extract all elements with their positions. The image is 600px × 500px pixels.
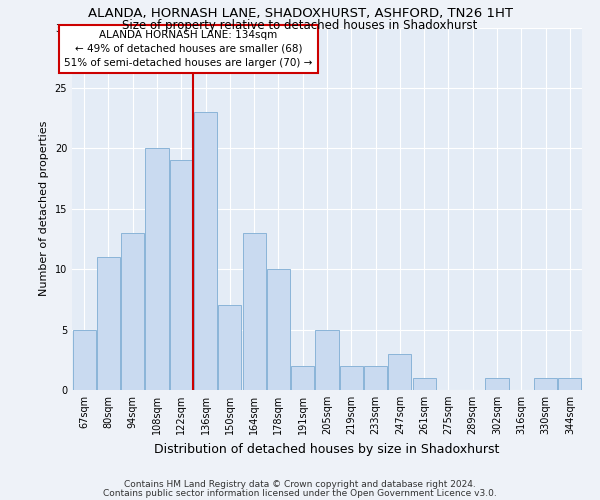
Bar xyxy=(340,366,363,390)
Text: Contains public sector information licensed under the Open Government Licence v3: Contains public sector information licen… xyxy=(103,488,497,498)
Bar xyxy=(291,366,314,390)
Bar xyxy=(145,148,169,390)
Bar xyxy=(485,378,509,390)
Bar xyxy=(218,306,241,390)
Bar xyxy=(316,330,338,390)
Bar xyxy=(388,354,412,390)
Bar xyxy=(534,378,557,390)
Y-axis label: Number of detached properties: Number of detached properties xyxy=(39,121,49,296)
Bar xyxy=(267,269,290,390)
X-axis label: Distribution of detached houses by size in Shadoxhurst: Distribution of detached houses by size … xyxy=(154,442,500,456)
Bar xyxy=(242,233,266,390)
Text: Contains HM Land Registry data © Crown copyright and database right 2024.: Contains HM Land Registry data © Crown c… xyxy=(124,480,476,489)
Bar xyxy=(194,112,217,390)
Bar xyxy=(73,330,95,390)
Bar xyxy=(97,257,120,390)
Bar xyxy=(364,366,387,390)
Bar xyxy=(413,378,436,390)
Text: ALANDA HORNASH LANE: 134sqm
← 49% of detached houses are smaller (68)
51% of sem: ALANDA HORNASH LANE: 134sqm ← 49% of det… xyxy=(64,30,313,68)
Bar xyxy=(170,160,193,390)
Bar xyxy=(559,378,581,390)
Text: Size of property relative to detached houses in Shadoxhurst: Size of property relative to detached ho… xyxy=(122,19,478,32)
Text: ALANDA, HORNASH LANE, SHADOXHURST, ASHFORD, TN26 1HT: ALANDA, HORNASH LANE, SHADOXHURST, ASHFO… xyxy=(88,8,512,20)
Bar xyxy=(121,233,144,390)
